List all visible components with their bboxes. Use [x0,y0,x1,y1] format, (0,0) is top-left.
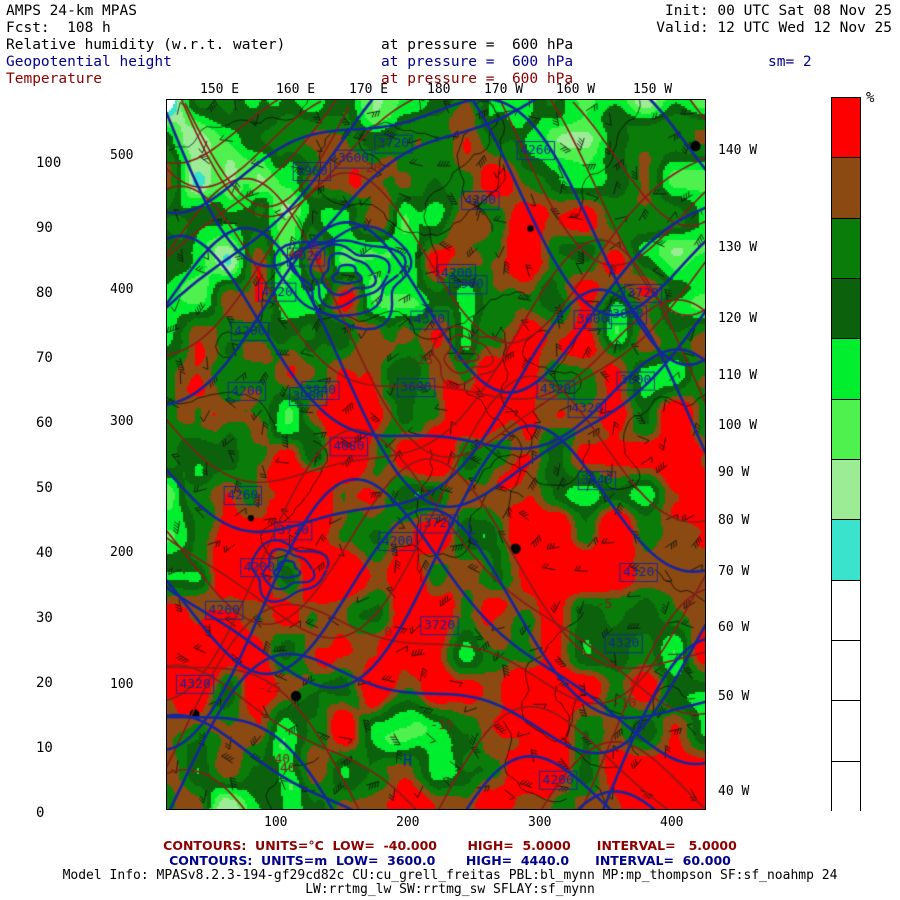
header-row-2: Fcst: 108 h Valid: 12 UTC Wed 12 Nov 25 [6,20,894,37]
top-lon-label-150w: 150 W [633,82,673,97]
right-lon-label-90w: 90 W [718,465,750,480]
right-lon-label-50w: 50 W [718,689,750,704]
colorbar-tick-70: 70 [36,350,53,366]
right-lon-label-110w: 110 W [718,368,758,383]
smoothing-value: sm= 2 [768,54,812,70]
top-lon-label-170w: 170 W [484,82,524,97]
footer-model-info-2: LW:rrtmg_lw SW:rrtmg_sw SFLAY:sf_mynn [305,882,595,897]
right-lon-label-100w: 100 W [718,418,758,433]
level-geopotential-height: at pressure = 600 hPa [381,54,574,70]
forecast-hour: Fcst: 108 h [6,20,111,36]
x-tick-200: 200 [396,815,420,830]
colorbar-band-90 [832,218,860,279]
y-tick-200: 200 [110,545,134,560]
y-tick-500: 500 [110,148,134,163]
colorbar-tick-80: 80 [36,285,53,301]
top-lon-label-160e: 160 E [276,82,316,97]
colorbar-band-0 [832,761,860,821]
weather-map-plot[interactable] [166,99,706,810]
level-temperature: at pressure = 600 hPa [381,71,574,87]
colorbar-tick-90: 90 [36,220,53,236]
colorbar-tick-60: 60 [36,415,53,431]
right-lon-label-70w: 70 W [718,564,750,579]
right-lon-label-130w: 130 W [718,240,758,255]
colorbar-band-70 [832,339,860,400]
colorbar-band-30 [832,580,860,641]
colorbar-band-40 [832,520,860,581]
weather-map-canvas[interactable] [167,100,705,809]
colorbar-tick-0: 0 [36,805,45,821]
colorbar-band-60 [832,399,860,460]
x-tick-400: 400 [660,815,684,830]
valid-time: Valid: 12 UTC Wed 12 Nov 25 [656,20,892,36]
footer-model-info: Model Info: MPASv8.2.3-194-gf29cd82c CU:… [62,868,838,883]
header-row-1: AMPS 24-km MPAS Init: 00 UTC Sat 08 Nov … [6,3,894,20]
colorbar-tick-10: 10 [36,740,53,756]
field-geopotential-height: Geopotential height [6,54,172,70]
colorbar-band-20 [832,640,860,702]
header-row-3: Relative humidity (w.r.t. water) at pres… [6,37,894,54]
y-tick-300: 300 [110,414,134,429]
top-lon-label-170e: 170 E [349,82,389,97]
colorbar-tick-20: 20 [36,675,53,691]
right-lon-label-60w: 60 W [718,620,750,635]
colorbar-band-10 [832,701,860,762]
field-relative-humidity: Relative humidity (w.r.t. water) [6,37,286,53]
top-lon-label-150e: 150 E [200,82,240,97]
app-title: AMPS 24-km MPAS [6,3,137,19]
header-row-4: Geopotential height at pressure = 600 hP… [6,54,894,71]
right-lon-label-120w: 120 W [718,311,758,326]
colorbar[interactable] [831,97,861,821]
level-relative-humidity: at pressure = 600 hPa [381,37,574,53]
colorbar-tick-40: 40 [36,545,53,561]
footer-height-contour-info: CONTOURS: UNITS=m LOW= 3600.0 HIGH= 4440… [169,853,731,868]
colorbar-tick-50: 50 [36,480,53,496]
colorbar-band-100 [832,158,860,219]
right-lon-label-140w: 140 W [718,143,758,158]
colorbar-tick-100: 100 [36,155,62,171]
colorbar-band-80 [832,278,860,340]
colorbar-band-50 [832,459,860,521]
colorbar-tick-30: 30 [36,610,53,626]
right-lon-label-40w: 40 W [718,784,750,799]
top-lon-label-160w: 160 W [556,82,596,97]
colorbar-band-110 [832,98,860,159]
y-tick-100: 100 [110,677,134,692]
header: AMPS 24-km MPAS Init: 00 UTC Sat 08 Nov … [6,3,894,88]
header-row-5: Temperature at pressure = 600 hPa [6,71,894,88]
footer-temp-contour-info: CONTOURS: UNITS=°C LOW= -40.000 HIGH= 5.… [163,838,737,853]
right-lon-label-80w: 80 W [718,513,750,528]
field-temperature: Temperature [6,71,103,87]
init-time: Init: 00 UTC Sat 08 Nov 25 [665,3,892,19]
y-tick-400: 400 [110,282,134,297]
colorbar-unit-label: % [866,90,875,106]
x-tick-100: 100 [264,815,288,830]
x-tick-300: 300 [528,815,552,830]
top-lon-label-180: 180 [427,82,451,97]
